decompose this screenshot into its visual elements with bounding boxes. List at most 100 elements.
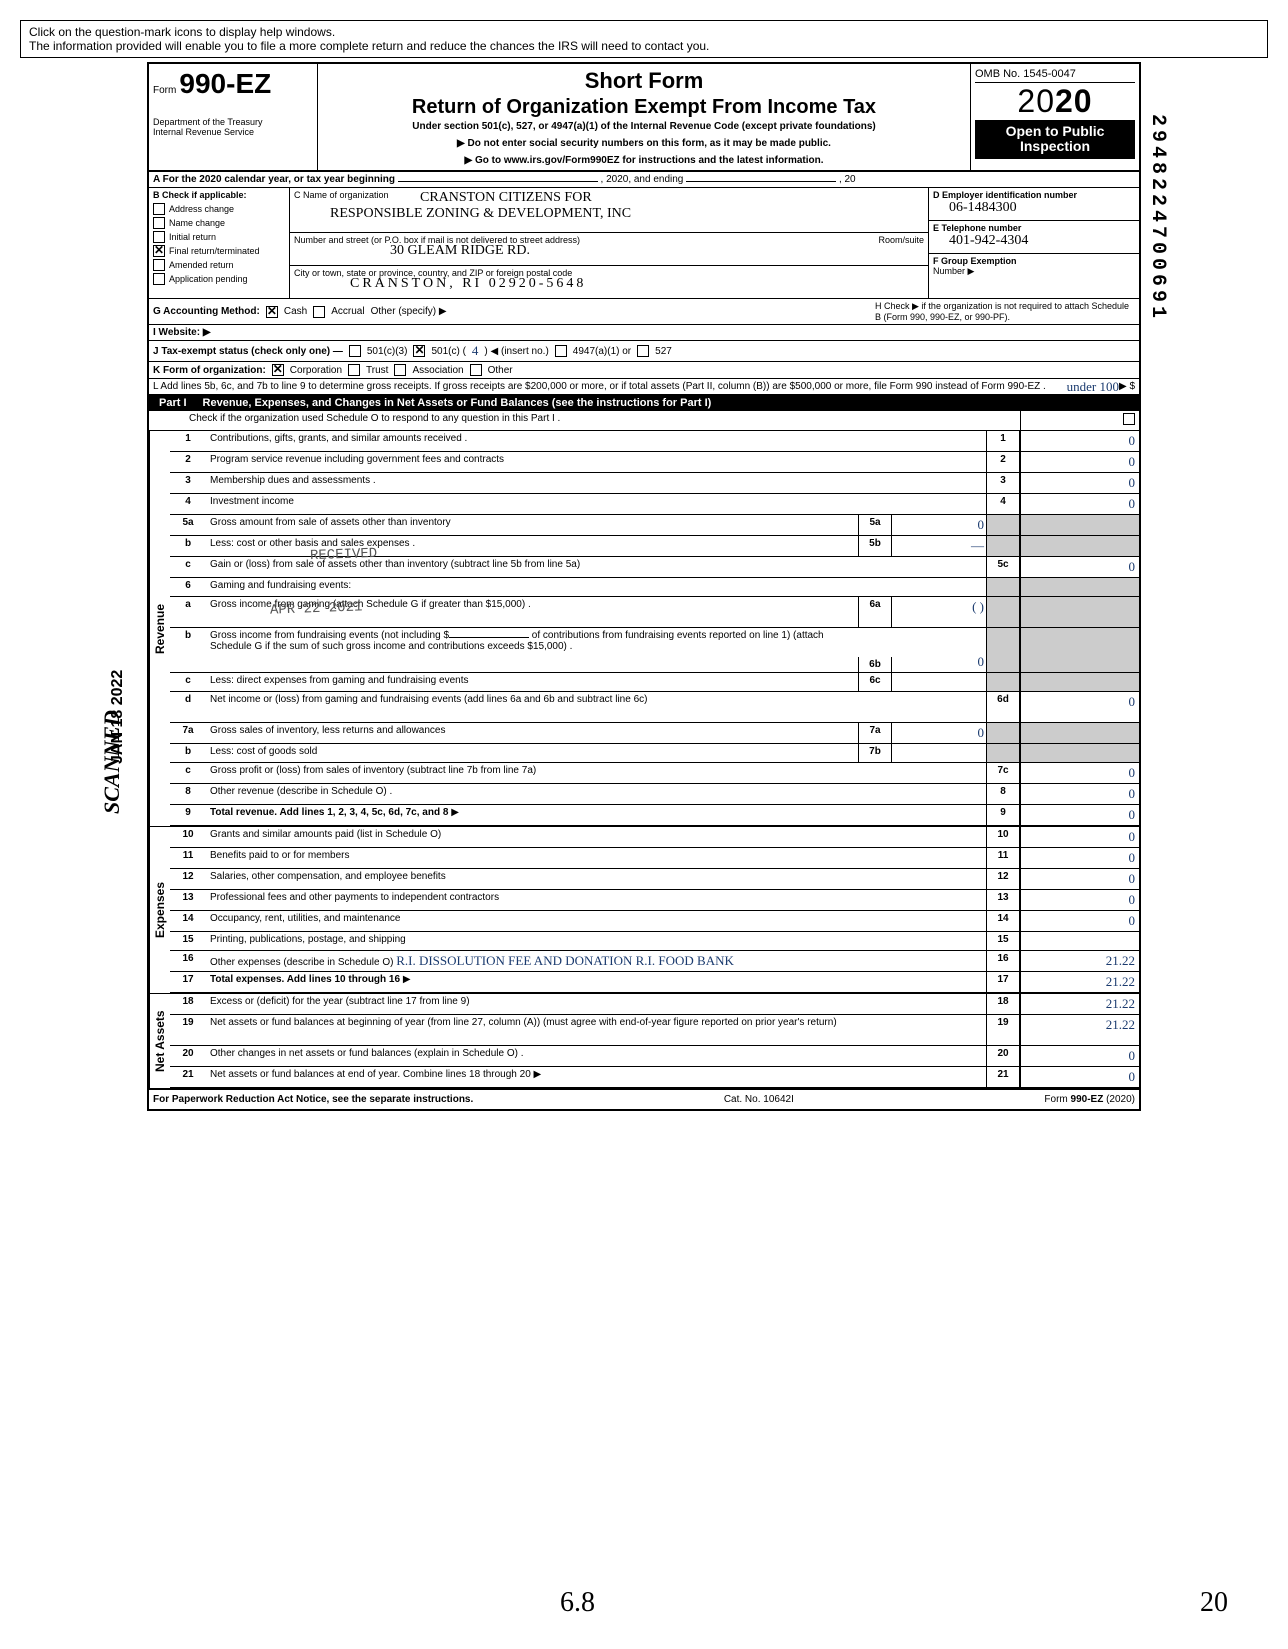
arrow-line-1: ▶ Do not enter social security numbers o… [326, 138, 962, 149]
c-street-row: Number and street (or P.O. box if mail i… [290, 233, 928, 266]
bcd-block: B Check if applicable: Address change Na… [149, 188, 1139, 299]
vertical-doc-number: 2948224700691 [1146, 114, 1169, 322]
j-row: J Tax-exempt status (check only one) — 5… [149, 341, 1139, 362]
c-column: C Name of organization CRANSTON CITIZENS… [290, 188, 929, 298]
expenses-label: Expenses [149, 827, 170, 993]
tel-hw: 401-942-4304 [949, 233, 1028, 249]
part1-title: Revenue, Expenses, and Changes in Net As… [203, 397, 1133, 409]
header-center: Short Form Return of Organization Exempt… [318, 64, 971, 170]
a-pre: A For the 2020 calendar year, or tax yea… [153, 174, 395, 185]
i-label: I Website: ▶ [153, 327, 211, 338]
ein-hw: 06-1484300 [949, 200, 1017, 216]
chk-other[interactable] [470, 364, 482, 376]
l-text: L Add lines 5b, 6c, and 7b to line 9 to … [153, 381, 1113, 392]
chk-501c3[interactable] [349, 345, 361, 357]
section-a: A For the 2020 calendar year, or tax yea… [149, 172, 1139, 188]
form-title: Return of Organization Exempt From Incom… [326, 96, 962, 119]
part1-check-text: Check if the organization used Schedule … [185, 411, 1020, 430]
part1-check-row: Check if the organization used Schedule … [149, 411, 1139, 431]
k-label: K Form of organization: [153, 365, 266, 376]
footer-mid: Cat. No. 10642I [724, 1094, 794, 1105]
chk-accrual[interactable] [313, 306, 325, 318]
g-cash: Cash [284, 306, 307, 317]
help-box: Click on the question-mark icons to disp… [20, 20, 1268, 58]
form-page: 2948224700691 SCANNED JAN 18 2022 Form 9… [147, 62, 1141, 1111]
city-hw: CRANSTON, RI 02920-5648 [350, 276, 586, 292]
arrow-line-2: ▶ Go to www.irs.gov/Form990EZ for instru… [326, 155, 962, 166]
g-other: Other (specify) ▶ [371, 306, 447, 317]
part1-header: Part I Revenue, Expenses, and Changes in… [149, 395, 1139, 411]
tax-year: 2020 [975, 83, 1135, 120]
expenses-lines: 10Grants and similar amounts paid (list … [170, 827, 1139, 993]
line16-hw: R.I. DISSOLUTION FEE AND DONATION R.I. F… [396, 953, 734, 968]
d-grp-label2: Number ▶ [933, 266, 974, 276]
d-grp-label: F Group Exemption [933, 256, 1017, 266]
k-row: K Form of organization: Corporation Trus… [149, 362, 1139, 379]
form-prefix: Form [153, 85, 176, 96]
form-subtitle: Under section 501(c), 527, or 4947(a)(1)… [326, 121, 962, 132]
sig-left: 6.8 [560, 1587, 595, 1619]
revenue-section: Revenue 1Contributions, gifts, grants, a… [149, 431, 1139, 827]
sig-right: 20 [1200, 1587, 1228, 1619]
g-accrual: Accrual [331, 306, 364, 317]
d-tel-row: E Telephone number 401-942-4304 [929, 221, 1139, 254]
chk-scheduleo[interactable] [1123, 413, 1135, 425]
received-stamp: RECEIVED [310, 546, 378, 564]
chk-namechange[interactable]: Name change [149, 216, 289, 230]
d-grp-row: F Group Exemption Number ▶ [929, 254, 1139, 286]
j-label: J Tax-exempt status (check only one) — [153, 346, 343, 357]
dept-block: Department of the Treasury Internal Reve… [153, 118, 313, 138]
part1-label: Part I [155, 397, 191, 409]
chk-501c[interactable] [413, 345, 425, 357]
d-ein-label: D Employer identification number [933, 190, 1077, 200]
header-right: OMB No. 1545-0047 2020 Open to Public In… [971, 64, 1139, 170]
b-column: B Check if applicable: Address change Na… [149, 188, 290, 298]
d-ein-row: D Employer identification number 06-1484… [929, 188, 1139, 221]
chk-527[interactable] [637, 345, 649, 357]
dept2: Internal Revenue Service [153, 128, 313, 138]
l-hw: under 100 [1067, 379, 1119, 395]
year-suffix: 20 [1055, 83, 1093, 119]
page-footer: For Paperwork Reduction Act Notice, see … [149, 1090, 1139, 1109]
chk-address[interactable]: Address change [149, 202, 289, 216]
a-post: , 20 [839, 174, 856, 185]
netassets-section: Net Assets 18Excess or (deficit) for the… [149, 994, 1139, 1090]
c-name-label: C Name of organization [294, 190, 924, 200]
org-name-hw1: CRANSTON CITIZENS FOR [420, 190, 592, 206]
org-name-hw2: RESPONSIBLE ZONING & DEVELOPMENT, INC [330, 206, 631, 222]
netassets-lines: 18Excess or (deficit) for the year (subt… [170, 994, 1139, 1088]
chk-initial[interactable]: Initial return [149, 230, 289, 244]
form-number: 990-EZ [179, 68, 271, 99]
chk-final[interactable]: Final return/terminated [149, 244, 289, 258]
chk-corp[interactable] [272, 364, 284, 376]
d-tel-label: E Telephone number [933, 223, 1021, 233]
room-label: Room/suite [878, 235, 924, 245]
l-row: L Add lines 5b, 6c, and 7b to line 9 to … [149, 379, 1139, 395]
chk-4947[interactable] [555, 345, 567, 357]
short-form-label: Short Form [326, 68, 962, 94]
chk-amended[interactable]: Amended return [149, 258, 289, 272]
chk-assoc[interactable] [394, 364, 406, 376]
h-text: H Check ▶ if the organization is not req… [875, 301, 1135, 322]
b-head: B Check if applicable: [149, 188, 289, 202]
street-hw: 30 GLEAM RIDGE RD. [390, 243, 530, 259]
help-line1: Click on the question-mark icons to disp… [29, 25, 1259, 39]
header-left: Form 990-EZ Department of the Treasury I… [149, 64, 318, 170]
footer-left: For Paperwork Reduction Act Notice, see … [153, 1094, 473, 1105]
c-name-row: C Name of organization CRANSTON CITIZENS… [290, 188, 928, 233]
date-stamp-main: APR 22 2021 [270, 599, 363, 618]
help-line2: The information provided will enable you… [29, 39, 1259, 53]
chk-pending[interactable]: Application pending [149, 272, 289, 286]
a-mid: , 2020, and ending [601, 174, 684, 185]
c-street-label: Number and street (or P.O. box if mail i… [294, 235, 924, 245]
side-date-stamp: JAN 18 2022 [109, 670, 127, 764]
chk-trust[interactable] [348, 364, 360, 376]
g-row: G Accounting Method: Cash Accrual Other … [149, 299, 1139, 325]
year-prefix: 20 [1017, 83, 1055, 119]
footer-right: Form 990-EZ (2020) [1044, 1094, 1135, 1105]
chk-cash[interactable] [266, 306, 278, 318]
public-inspection: Open to Public Inspection [975, 120, 1135, 159]
l-arrow: ▶ $ [1119, 381, 1135, 392]
j-insert-hw: 4 [472, 343, 479, 359]
revenue-lines: 1Contributions, gifts, grants, and simil… [170, 431, 1139, 826]
